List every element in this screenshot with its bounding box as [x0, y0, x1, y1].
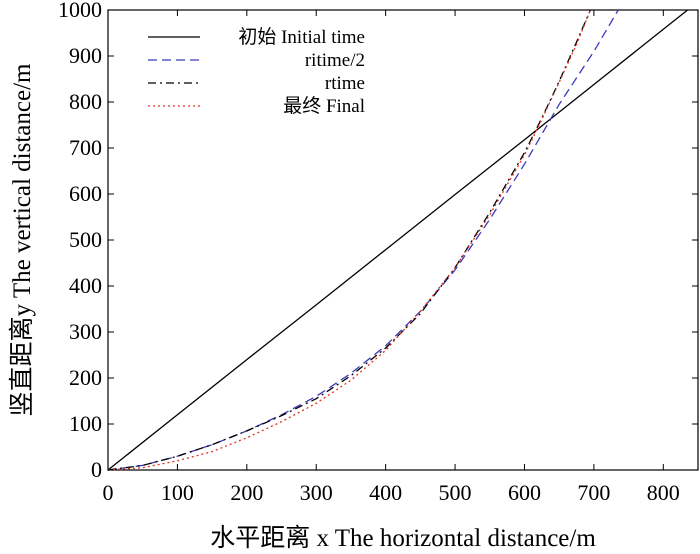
- series-layer: [107, 9, 689, 471]
- x-tick-label: 100: [161, 480, 194, 505]
- series-line-1: [107, 9, 619, 471]
- y-tick-label: 900: [69, 43, 102, 68]
- x-tick-label: 0: [103, 480, 114, 505]
- y-axis-title: 竖直距离y The vertical distance/m: [8, 63, 36, 416]
- legend-label: ritime/2: [305, 50, 365, 71]
- x-tick-label: 700: [577, 480, 610, 505]
- y-tick-label: 200: [69, 365, 102, 390]
- x-axis-title: 水平距离 x The horizontal distance/m: [210, 524, 596, 552]
- series-line-0: [107, 9, 689, 471]
- series-line-2: [107, 9, 591, 471]
- y-tick-label: 800: [69, 89, 102, 114]
- ticks-layer: 0 100 200 300 400 500 600 700 800 0 100 200 300 400 50…: [58, 0, 698, 505]
- x-tick-label: 600: [508, 480, 541, 505]
- y-tick-label: 0: [91, 457, 102, 482]
- legend-label: 最终 Final: [283, 95, 365, 117]
- legend-label: rtime: [325, 73, 365, 94]
- x-tick-label: 200: [230, 480, 263, 505]
- x-tick-label: 500: [439, 480, 472, 505]
- x-tick-label: 400: [369, 480, 402, 505]
- legend-label: 初始 Initial time: [238, 26, 365, 48]
- y-tick-label: 300: [69, 319, 102, 344]
- y-tick-label: 600: [69, 181, 102, 206]
- y-tick-label: 100: [69, 411, 102, 436]
- y-tick-label: 700: [69, 135, 102, 160]
- y-tick-label: 500: [69, 227, 102, 252]
- x-tick-label: 800: [647, 480, 680, 505]
- y-tick-label: 400: [69, 273, 102, 298]
- plot-frame: [107, 9, 699, 471]
- y-tick-label: 1000: [58, 0, 102, 22]
- x-tick-label: 300: [300, 480, 333, 505]
